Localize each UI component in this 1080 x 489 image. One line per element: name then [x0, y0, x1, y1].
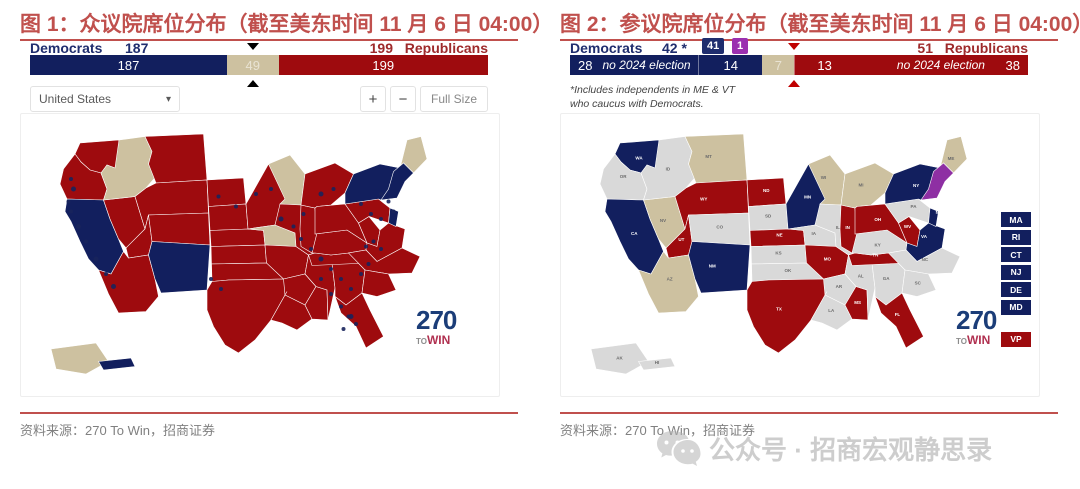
- svg-text:WA: WA: [635, 155, 643, 160]
- svg-text:LA: LA: [828, 308, 835, 313]
- svg-text:UT: UT: [678, 237, 684, 242]
- svg-text:AK: AK: [616, 355, 623, 360]
- svg-text:PA: PA: [911, 204, 918, 209]
- svg-text:FL: FL: [895, 312, 901, 317]
- svg-text:HI: HI: [655, 360, 660, 365]
- svg-text:WY: WY: [700, 197, 707, 202]
- svg-text:NY: NY: [913, 183, 919, 188]
- svg-text:NC: NC: [922, 257, 929, 262]
- svg-text:NJ: NJ: [936, 210, 942, 215]
- svg-text:OR: OR: [620, 174, 628, 179]
- svg-text:KS: KS: [775, 251, 781, 256]
- svg-text:TX: TX: [776, 307, 782, 312]
- svg-text:AZ: AZ: [667, 276, 673, 281]
- svg-text:CA: CA: [631, 231, 638, 236]
- svg-text:MO: MO: [824, 256, 832, 261]
- svg-text:KY: KY: [875, 242, 881, 247]
- svg-text:GA: GA: [883, 276, 891, 281]
- svg-text:AL: AL: [858, 274, 864, 279]
- svg-text:IA: IA: [812, 231, 817, 236]
- svg-text:VA: VA: [921, 234, 928, 239]
- svg-text:NE: NE: [776, 232, 782, 237]
- svg-text:OH: OH: [874, 217, 881, 222]
- svg-text:MS: MS: [854, 300, 861, 305]
- svg-text:MI: MI: [859, 183, 864, 188]
- svg-text:WV: WV: [904, 224, 911, 229]
- svg-text:SD: SD: [765, 214, 772, 219]
- svg-text:AR: AR: [836, 284, 843, 289]
- svg-text:IN: IN: [845, 225, 850, 230]
- svg-text:CO: CO: [716, 225, 723, 230]
- svg-text:ID: ID: [666, 167, 671, 172]
- svg-text:IL: IL: [836, 225, 840, 230]
- svg-text:SC: SC: [915, 281, 922, 286]
- svg-text:NM: NM: [709, 263, 716, 268]
- svg-text:OK: OK: [784, 268, 792, 273]
- svg-text:WI: WI: [821, 175, 827, 180]
- svg-text:ND: ND: [763, 188, 770, 193]
- svg-text:MT: MT: [705, 154, 712, 159]
- svg-text:ME: ME: [948, 156, 955, 161]
- svg-text:TN: TN: [872, 252, 878, 257]
- svg-text:MN: MN: [804, 195, 811, 200]
- svg-text:NV: NV: [660, 218, 666, 223]
